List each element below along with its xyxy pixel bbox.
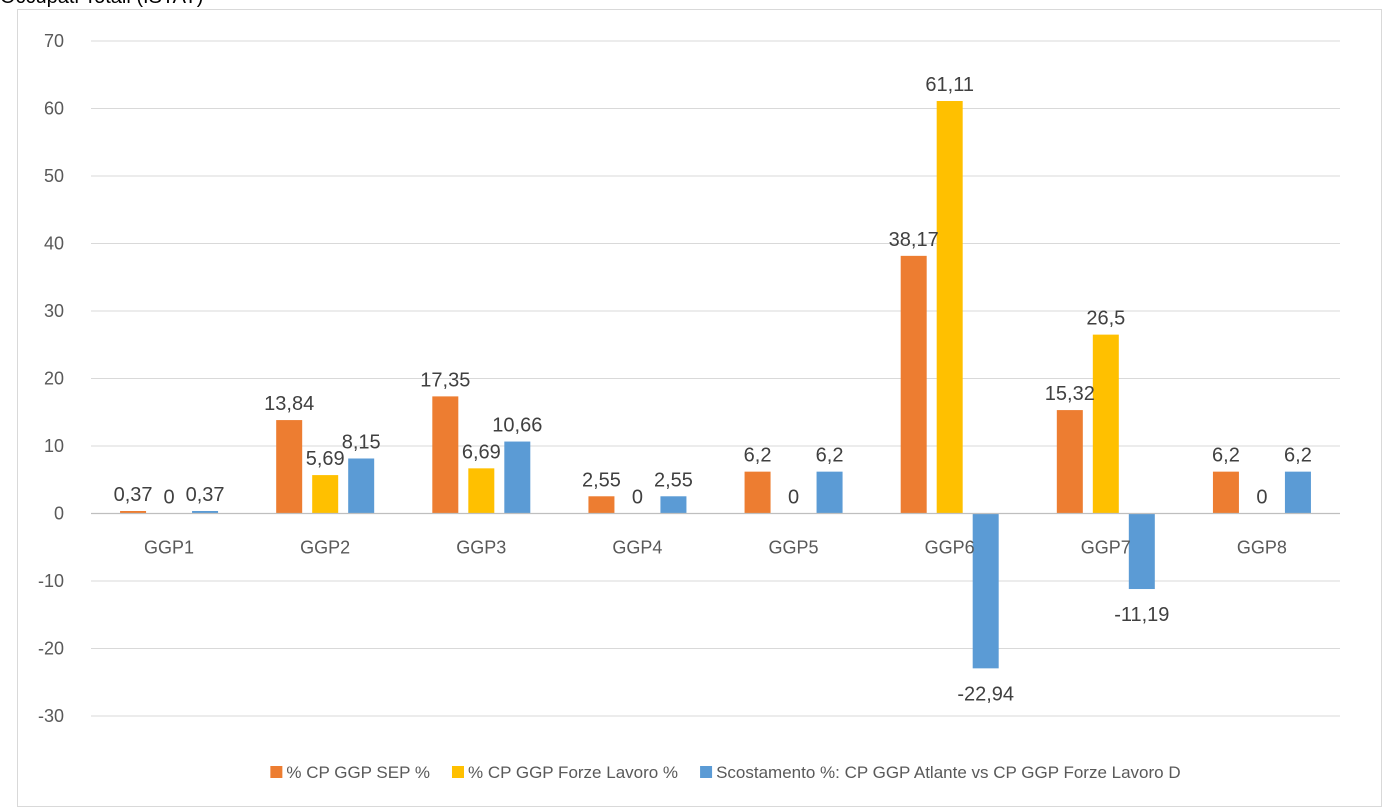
bar-series-1 <box>900 255 927 514</box>
legend-label: % CP GGP SEP % <box>286 763 430 782</box>
data-label: 0 <box>1256 487 1267 509</box>
data-label: 10,66 <box>492 415 542 437</box>
data-label: 0,37 <box>186 484 225 506</box>
data-label: 17,35 <box>420 369 470 391</box>
x-tick-label: GGP3 <box>456 538 506 558</box>
y-tick-label: 50 <box>44 166 64 186</box>
x-tick-label: GGP8 <box>1237 538 1287 558</box>
legend-swatch <box>270 766 283 778</box>
data-label: 8,15 <box>342 431 381 453</box>
bar-series-1 <box>1056 410 1083 514</box>
bar-series-2 <box>312 475 339 514</box>
bar-series-3 <box>348 458 375 514</box>
data-label: 6,2 <box>1284 445 1312 467</box>
data-label: 2,55 <box>582 469 621 491</box>
y-tick-label: 20 <box>44 369 64 389</box>
y-tick-label: -10 <box>38 571 64 591</box>
bar-series-3 <box>1284 471 1311 514</box>
bar-series-3 <box>816 471 843 514</box>
legend-swatch <box>451 766 464 778</box>
x-tick-label: GGP4 <box>612 538 662 558</box>
y-tick-label: 0 <box>54 504 64 524</box>
bar-series-1 <box>120 511 147 514</box>
bar-series-3 <box>1128 513 1155 590</box>
bar-series-1 <box>432 396 459 514</box>
x-tick-label: GGP7 <box>1081 538 1131 558</box>
x-tick-label: GGP6 <box>925 538 975 558</box>
data-label: 26,5 <box>1086 308 1125 330</box>
bar-series-2 <box>936 101 963 514</box>
y-tick-label: 40 <box>44 234 64 254</box>
bar-series-1 <box>1212 471 1239 514</box>
data-label: -22,94 <box>957 683 1014 705</box>
chart-area <box>17 9 1382 807</box>
data-label: 6,2 <box>816 445 844 467</box>
data-label: 6,2 <box>744 445 772 467</box>
data-label: 0,37 <box>114 484 153 506</box>
x-tick-label: GGP2 <box>300 538 350 558</box>
y-tick-label: -20 <box>38 639 64 659</box>
x-tick-label: GGP1 <box>144 538 194 558</box>
y-tick-label: 60 <box>44 99 64 119</box>
bar-series-3 <box>972 513 999 669</box>
bar-series-3 <box>660 496 687 514</box>
y-tick-label: -30 <box>38 706 64 726</box>
bar-series-2 <box>1092 334 1119 514</box>
y-tick-label: 70 <box>44 31 64 51</box>
bar-series-1 <box>744 471 771 514</box>
data-label: 0 <box>164 487 175 509</box>
y-tick-label: 10 <box>44 436 64 456</box>
data-label: 38,17 <box>889 229 939 251</box>
data-label: 61,11 <box>925 74 974 96</box>
legend-label: % CP GGP Forze Lavoro % <box>468 763 678 782</box>
bar-series-3 <box>504 441 531 514</box>
data-label: 2,55 <box>654 469 693 491</box>
data-label: 0 <box>788 487 799 509</box>
data-label: 13,84 <box>264 393 314 415</box>
legend-swatch <box>700 766 713 778</box>
data-label: 15,32 <box>1045 383 1095 405</box>
data-label: 6,69 <box>462 441 501 463</box>
x-tick-label: GGP5 <box>769 538 819 558</box>
data-label: 5,69 <box>306 448 345 470</box>
bar-series-3 <box>192 511 219 514</box>
bar-series-2 <box>468 468 495 514</box>
data-label: 0 <box>632 487 643 509</box>
chart-title: Occupati Totali (ISTAT) <box>0 0 203 9</box>
legend-label: Scostamento %: CP GGP Atlante vs CP GGP … <box>716 763 1181 782</box>
y-tick-label: 30 <box>44 301 64 321</box>
data-label: 6,2 <box>1212 445 1240 467</box>
bar-series-1 <box>276 420 303 514</box>
bar-series-1 <box>588 496 615 514</box>
data-label: -11,19 <box>1114 604 1169 626</box>
